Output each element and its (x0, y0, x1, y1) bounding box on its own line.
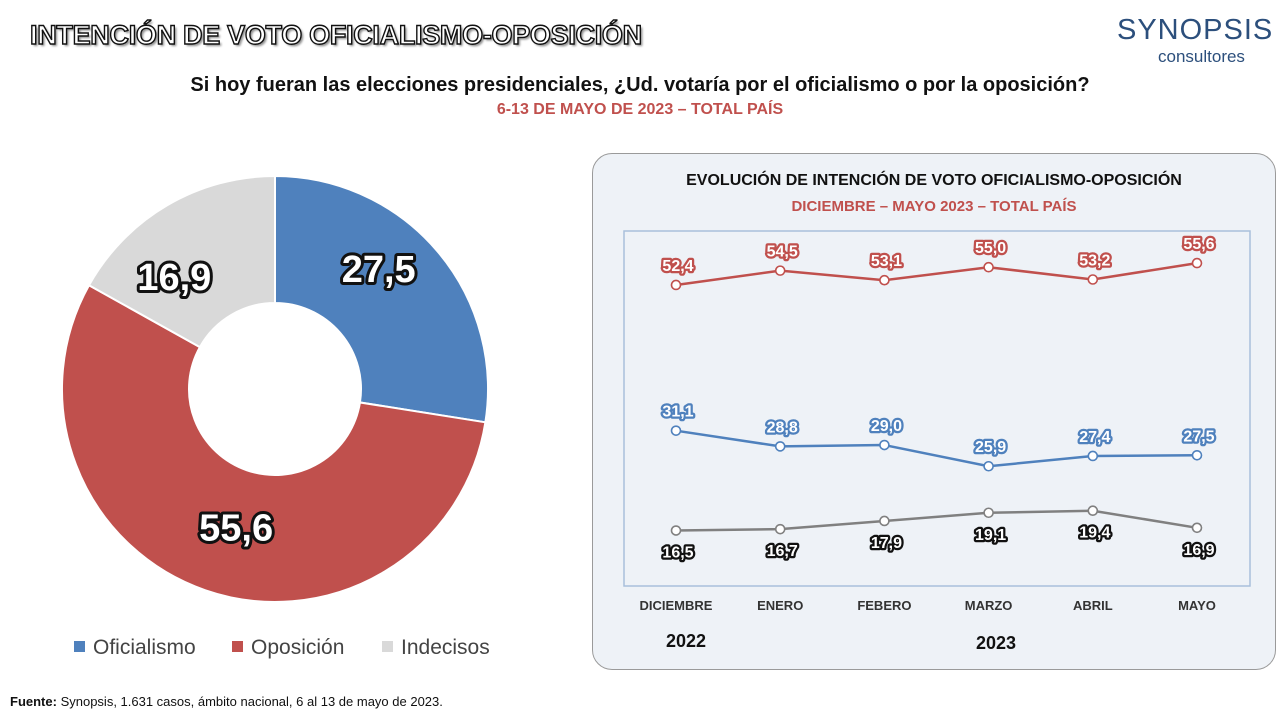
data-label: 52,4 (662, 258, 693, 275)
x-tick-label: DICIEMBRE (640, 598, 713, 613)
x-tick-label: ABRIL (1073, 598, 1113, 613)
series-line-2 (675, 509, 1198, 532)
legend-swatch (232, 641, 243, 652)
series-point (879, 439, 890, 451)
legend-item-indecisos: Indecisos (382, 636, 490, 660)
data-label: 27,5 (1183, 428, 1214, 445)
legend-item-oposicion: Oposición (232, 636, 344, 660)
series-point (1191, 257, 1203, 269)
data-label: 53,1 (871, 253, 902, 270)
x-tick-label: MAYO (1178, 598, 1216, 613)
logo-tagline: consultores (1158, 47, 1245, 66)
data-label: 17,9 (871, 535, 902, 552)
survey-date: 6-13 DE MAYO DE 2023 – TOTAL PAÍS (496, 101, 784, 118)
data-label: 19,4 (1079, 525, 1110, 542)
series-point (1087, 505, 1099, 517)
data-label: 19,1 (975, 527, 1006, 544)
series-point (670, 425, 682, 436)
data-label: 55,0 (975, 240, 1006, 257)
source-label: Fuente: (10, 694, 57, 709)
series-point (983, 507, 994, 519)
x-tick-label: MARZO (965, 598, 1013, 613)
donut-value-label: 16,9 (137, 257, 211, 299)
logo-name: SYNOPSIS (1117, 14, 1274, 46)
legend-swatch (74, 641, 85, 652)
source-text: Synopsis, 1.631 casos, ámbito nacional, … (56, 694, 443, 709)
data-label: 16,7 (767, 543, 798, 560)
donut-slice-oficialismo (274, 174, 489, 424)
series-point (879, 274, 890, 286)
legend-item-oficialismo: Oficialismo (74, 636, 196, 660)
series-point (879, 515, 890, 527)
legend-label: Oposición (251, 636, 345, 659)
data-label: 31,1 (662, 404, 693, 421)
series-point (1087, 274, 1099, 285)
series-point (774, 265, 786, 276)
donut-chart: 27,5 55,6 16,9 (61, 174, 489, 603)
legend-label: Oficialismo (93, 636, 196, 659)
plot-area (623, 230, 1251, 587)
series-point (670, 525, 682, 536)
series-point (1191, 522, 1203, 534)
donut-slice-indecisos (87, 174, 276, 349)
legend-swatch (382, 641, 393, 652)
series-point (1087, 450, 1099, 462)
data-label: 55,6 (1183, 236, 1214, 253)
donut-slice-oposición (61, 283, 487, 603)
page-title: INTENCIÓN DE VOTO OFICIALISMO-OPOSICIÓN (29, 19, 643, 50)
data-label: 53,2 (1079, 253, 1110, 270)
x-tick-label: FEBERO (857, 598, 911, 613)
series-line-0 (675, 261, 1198, 287)
donut-value-label: 55,6 (199, 507, 273, 549)
data-label: 28,8 (767, 419, 798, 436)
year-label-2023: 2023 (976, 633, 1017, 653)
data-label: 16,9 (1183, 542, 1214, 559)
legend-label: Indecisos (401, 636, 490, 659)
line-chart-subtitle: DICIEMBRE – MAYO 2023 – TOTAL PAÍS (791, 198, 1077, 215)
donut-value-label: 27,5 (342, 249, 416, 291)
x-tick-label: ENERO (757, 598, 803, 613)
series-point (983, 261, 994, 273)
source-note: Fuente: Synopsis, 1.631 casos, ámbito na… (10, 694, 443, 709)
series-point (774, 441, 786, 452)
series-point (670, 279, 682, 291)
survey-question: Si hoy fueran las elecciones presidencia… (190, 74, 1090, 96)
series-point (1191, 450, 1203, 461)
data-label: 25,9 (975, 439, 1006, 456)
series-point (774, 523, 786, 535)
data-label: 54,5 (767, 244, 798, 261)
data-label: 16,5 (662, 545, 693, 562)
series-line-1 (675, 429, 1198, 468)
data-label: 27,4 (1079, 429, 1110, 446)
year-label-2022: 2022 (666, 631, 707, 651)
line-chart-title: EVOLUCIÓN DE INTENCIÓN DE VOTO OFICIALIS… (686, 172, 1182, 189)
line-chart: 52,4 54,5 53,1 55,0 53,2 55,6 31,1 28,8 29,0 25,9… (623, 230, 1251, 613)
series-point (983, 460, 994, 472)
data-label: 29,0 (871, 418, 902, 435)
